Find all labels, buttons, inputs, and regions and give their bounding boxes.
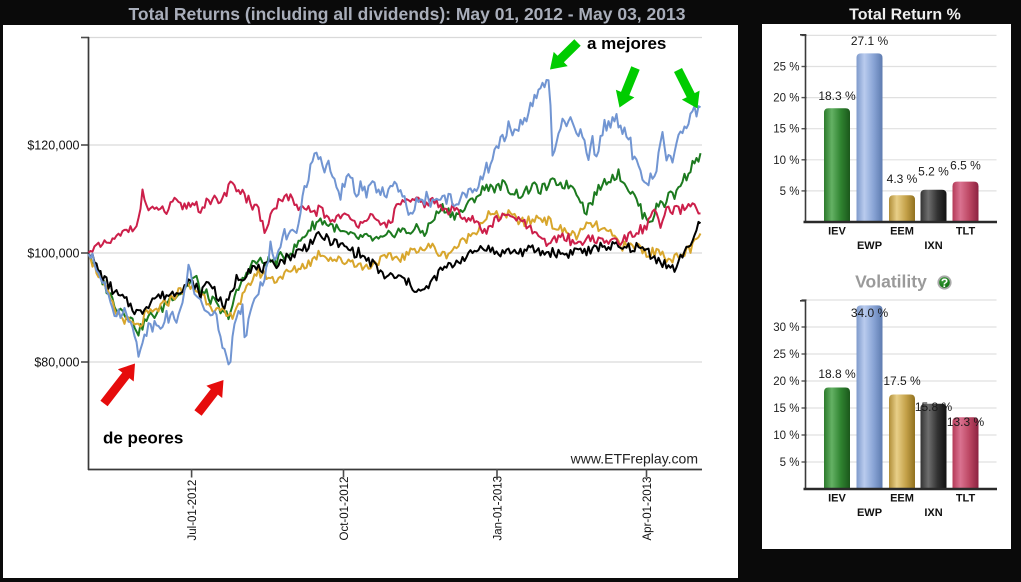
svg-text:15.8 %: 15.8 % [915, 400, 953, 414]
svg-text:20 %: 20 % [773, 376, 799, 388]
svg-text:$100,000: $100,000 [27, 247, 79, 261]
svg-text:5 %: 5 % [780, 457, 800, 469]
svg-text:20 %: 20 % [773, 93, 799, 105]
svg-text:Total Return %: Total Return % [849, 7, 961, 24]
svg-text:10 %: 10 % [773, 430, 799, 442]
svg-text:15 %: 15 % [773, 124, 799, 136]
svg-text:$80,000: $80,000 [34, 356, 79, 370]
svg-text:Jan-01-2013: Jan-01-2013 [493, 476, 505, 541]
svg-text:25 %: 25 % [773, 62, 799, 74]
svg-text:?: ? [941, 276, 948, 290]
svg-text:30 %: 30 % [773, 322, 799, 334]
svg-text:EEM: EEM [890, 493, 914, 505]
svg-text:IEV: IEV [828, 493, 846, 505]
svg-text:de peores: de peores [103, 429, 183, 448]
svg-text:$120,000: $120,000 [27, 139, 79, 153]
svg-text:5 %: 5 % [780, 186, 800, 198]
svg-text:IXN: IXN [924, 507, 942, 519]
svg-text:27.1 %: 27.1 % [851, 34, 889, 48]
svg-text:Jul-01-2012: Jul-01-2012 [187, 480, 199, 541]
svg-text:10 %: 10 % [773, 155, 799, 167]
svg-text:IXN: IXN [924, 240, 942, 252]
svg-text:34.0 %: 34.0 % [851, 306, 889, 320]
svg-text:5.2 %: 5.2 % [918, 165, 949, 179]
svg-text:13.3 %: 13.3 % [947, 415, 985, 429]
svg-text:Total Returns (including all d: Total Returns (including all dividends):… [129, 4, 686, 24]
svg-text:18.8 %: 18.8 % [818, 367, 856, 381]
svg-text:6.5 %: 6.5 % [950, 159, 981, 173]
svg-text:www.ETFreplay.com: www.ETFreplay.com [570, 451, 698, 467]
svg-text:EEM: EEM [890, 226, 914, 238]
svg-text:Apr-01-2013: Apr-01-2013 [642, 477, 654, 541]
svg-text:IEV: IEV [828, 226, 846, 238]
svg-text:4.3 %: 4.3 % [887, 172, 918, 186]
svg-text:18.3 %: 18.3 % [818, 89, 856, 103]
svg-text:Oct-01-2012: Oct-01-2012 [339, 477, 351, 541]
svg-text:TLT: TLT [956, 493, 976, 505]
svg-text:TLT: TLT [956, 226, 976, 238]
svg-text:EWP: EWP [857, 507, 882, 519]
svg-text:Volatility: Volatility [855, 272, 927, 292]
svg-text:EWP: EWP [857, 240, 882, 252]
svg-text:15 %: 15 % [773, 403, 799, 415]
svg-text:17.5 %: 17.5 % [883, 374, 921, 388]
svg-text:a mejores: a mejores [587, 34, 666, 53]
svg-text:25 %: 25 % [773, 349, 799, 361]
